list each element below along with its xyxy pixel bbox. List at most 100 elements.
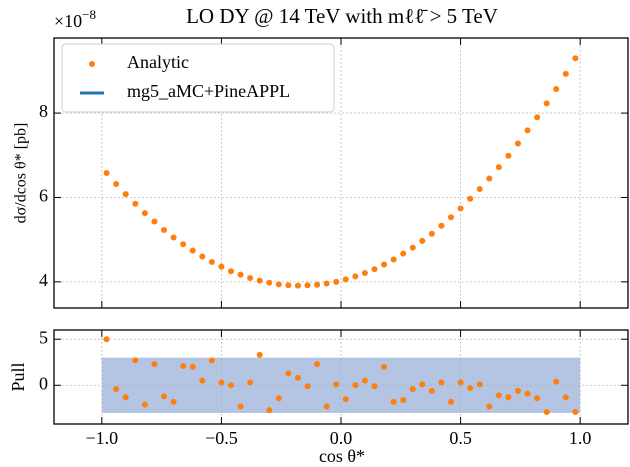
y-tick-label: 8 [39, 101, 48, 121]
data-point [476, 381, 483, 388]
data-point [553, 378, 560, 385]
data-point [419, 381, 426, 388]
data-point [505, 394, 512, 401]
data-point [294, 282, 301, 289]
data-point [400, 397, 407, 404]
data-point [208, 357, 215, 364]
data-point [151, 361, 158, 368]
data-point [333, 381, 340, 388]
y-axis-label: dσ/dcos θ* [pb] [13, 123, 30, 224]
data-point [409, 244, 416, 251]
axes-frame [53, 329, 629, 425]
data-point [113, 180, 120, 187]
data-point [486, 403, 493, 410]
data-point [113, 385, 120, 392]
x-tick-label: 0.5 [449, 428, 472, 448]
data-point [495, 392, 502, 399]
data-point [467, 385, 474, 392]
x-axis-label: cos θ* [319, 446, 365, 466]
data-point [419, 237, 426, 244]
offset-label: ×10−8 [54, 7, 96, 31]
y-tick-label: 5 [39, 327, 48, 347]
data-point [227, 382, 234, 389]
x-tick-label: −1.0 [86, 428, 119, 448]
data-point [467, 195, 474, 202]
data-point [227, 268, 234, 275]
data-point [314, 281, 321, 288]
data-point [390, 398, 397, 405]
data-point [208, 259, 215, 266]
data-point [342, 276, 349, 283]
data-point [237, 403, 244, 410]
data-point [170, 234, 177, 241]
offset-exponent: −8 [82, 7, 96, 22]
data-point [180, 362, 187, 369]
data-point [323, 403, 330, 410]
y-tick-label: 4 [39, 270, 48, 290]
data-point [409, 385, 416, 392]
data-point [141, 210, 148, 217]
data-point [390, 256, 397, 263]
y-axis-label: Pull [8, 362, 28, 391]
data-point [438, 222, 445, 229]
y-tick-label: 6 [39, 186, 48, 206]
data-point [371, 383, 378, 390]
data-point [103, 336, 110, 343]
data-point [495, 164, 502, 171]
data-point [132, 200, 139, 207]
data-point [180, 241, 187, 248]
data-point [122, 191, 129, 198]
data-point [381, 363, 388, 370]
data-point [304, 383, 311, 390]
legend: Analytic mg5_aMC+PineAPPL [61, 43, 335, 113]
data-point [514, 140, 521, 147]
data-point [161, 226, 168, 233]
data-point [352, 273, 359, 280]
data-point [189, 247, 196, 254]
data-point [562, 70, 569, 77]
data-point [266, 279, 273, 286]
data-point [534, 395, 541, 402]
data-point [132, 357, 139, 364]
data-point [476, 186, 483, 193]
legend-label: mg5_aMC+PineAPPL [127, 81, 290, 101]
x-tick-label: 0.0 [330, 428, 353, 448]
data-point [304, 282, 311, 289]
data-point [400, 250, 407, 257]
data-point [189, 363, 196, 370]
data-point [342, 396, 349, 403]
data-point [285, 282, 292, 289]
data-point [457, 205, 464, 212]
data-point [448, 398, 455, 405]
data-point [275, 281, 282, 288]
data-point [553, 86, 560, 93]
data-point [361, 377, 368, 384]
legend-label: Analytic [127, 52, 189, 72]
data-point [275, 395, 282, 402]
data-point [505, 152, 512, 159]
data-point [543, 100, 550, 107]
data-point [237, 271, 244, 278]
data-point [103, 170, 110, 176]
data-point [323, 280, 330, 287]
data-point [314, 361, 321, 368]
data-point [381, 261, 388, 268]
data-point [428, 230, 435, 237]
data-point [256, 351, 263, 358]
data-point [562, 394, 569, 401]
data-point [543, 409, 550, 416]
data-point [572, 55, 579, 62]
data-point [524, 127, 531, 134]
x-tick-label: 1.0 [569, 428, 592, 448]
data-point [514, 387, 521, 394]
data-point [352, 382, 359, 389]
data-point [151, 218, 158, 225]
data-point [122, 394, 129, 401]
data-point [457, 379, 464, 386]
data-point [486, 175, 493, 182]
data-point [218, 263, 225, 270]
legend-swatch [89, 61, 95, 67]
legend-box [61, 43, 335, 113]
offset-base: ×10 [54, 11, 82, 31]
